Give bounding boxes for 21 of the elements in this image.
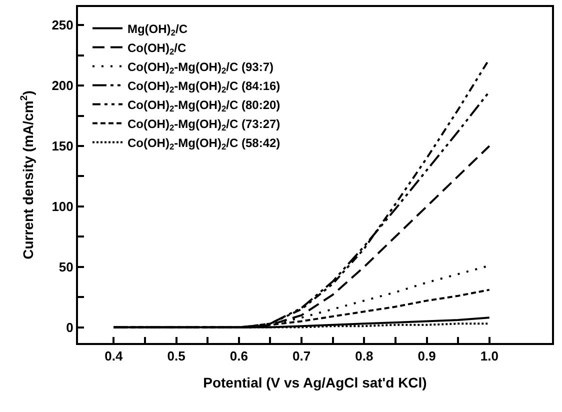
- x-tick-label: 0.6: [230, 348, 248, 364]
- y-tick-label: 0: [66, 320, 74, 335]
- x-tick-label: 0.9: [418, 348, 436, 364]
- legend-label: Co(OH)$_{2}$-Mg(OH)$_{2}$/C (58:42): [127, 136, 280, 152]
- x-tick-label: 0.4: [104, 348, 124, 364]
- y-tick-label: 100: [52, 198, 74, 214]
- x-tick-label: 1.0: [480, 348, 498, 364]
- legend-label: Co(OH)$_{2}$-Mg(OH)$_{2}$/C (84:16): [127, 78, 280, 94]
- y-tick-label: 150: [52, 138, 74, 154]
- y-tick-label: 50: [58, 259, 74, 274]
- x-axis-title: Potential (V vs Ag/AgCl sat'd KCl): [203, 374, 427, 390]
- legend-label: Co(OH)$_{2}$-Mg(OH)$_{2}$/C (80:20): [127, 98, 280, 114]
- y-tick-label: 200: [52, 78, 74, 94]
- y-tick-label: 250: [52, 18, 74, 33]
- legend-label: Co(OH)$_{2}$-Mg(OH)$_{2}$/C (93:7): [127, 60, 274, 76]
- legend-label: Mg(OH)$_{2}$/C: [127, 22, 188, 38]
- x-tick-label: 0.5: [167, 348, 186, 364]
- legend-label: Co(OH)$_{2}$-Mg(OH)$_{2}$/C (73:27): [127, 116, 280, 132]
- x-tick-label: 0.8: [355, 348, 374, 364]
- legend-label: Co(OH)$_{2}$/C: [127, 40, 186, 56]
- x-tick-label: 0.7: [292, 348, 311, 364]
